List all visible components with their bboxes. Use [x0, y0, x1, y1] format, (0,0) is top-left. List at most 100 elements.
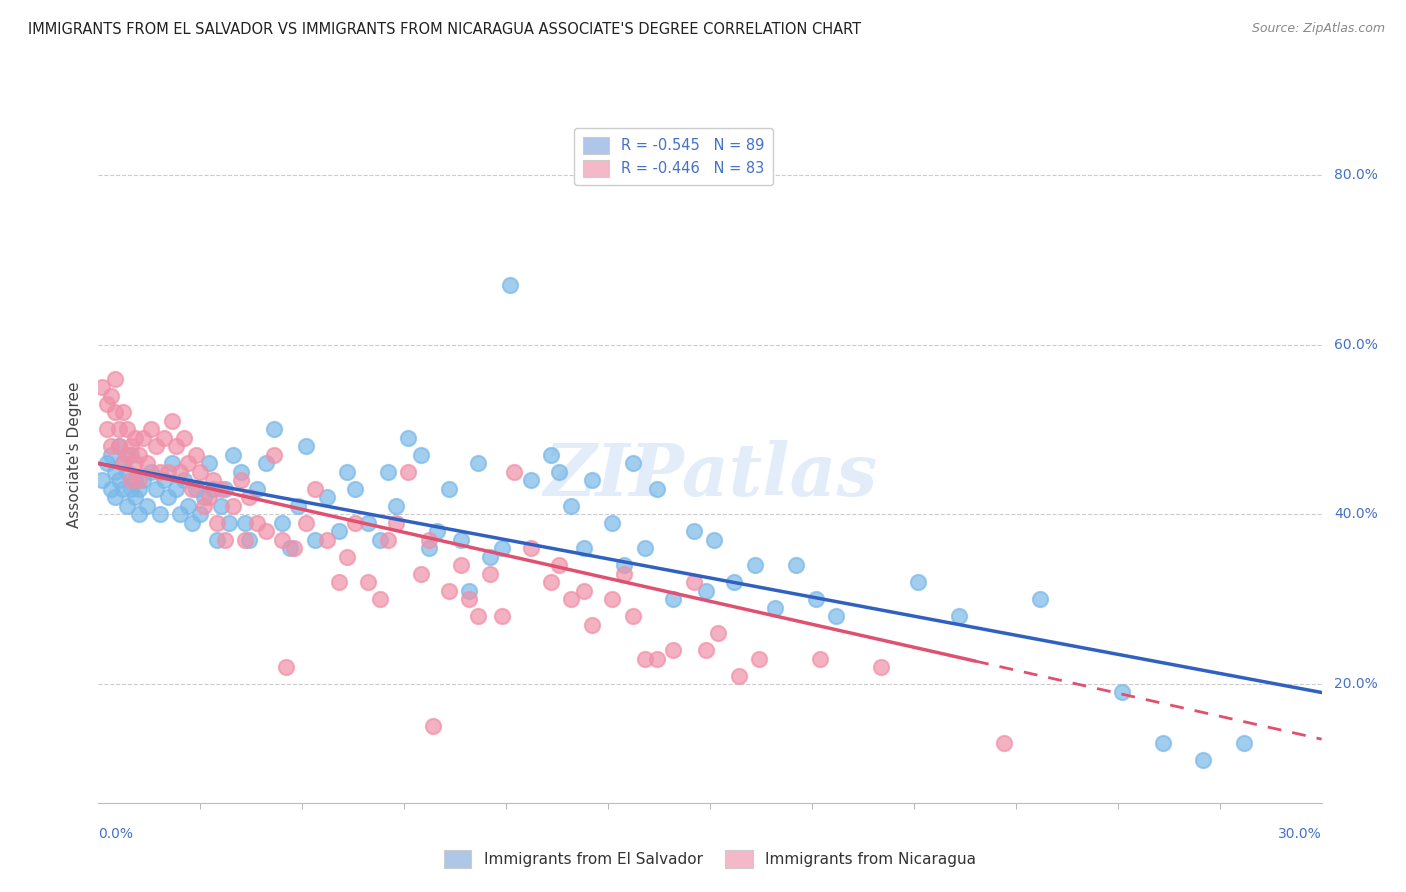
Point: [581, 474, 603, 488]
Point: [356, 516, 378, 530]
Point: [825, 609, 848, 624]
Point: [560, 592, 582, 607]
Point: [238, 491, 260, 505]
Point: [270, 516, 294, 530]
Point: [115, 465, 138, 479]
Point: [100, 439, 122, 453]
Point: [100, 388, 122, 402]
Point: [287, 499, 309, 513]
Point: [519, 541, 541, 556]
Point: [254, 524, 277, 539]
Point: [205, 533, 228, 547]
Point: [108, 422, 131, 436]
Text: 30.0%: 30.0%: [1278, 827, 1322, 841]
Point: [356, 575, 378, 590]
Point: [233, 516, 256, 530]
Point: [104, 465, 127, 479]
Point: [96, 422, 118, 436]
Point: [600, 592, 623, 607]
Point: [727, 668, 749, 682]
Point: [1233, 736, 1256, 750]
Point: [662, 643, 685, 657]
Point: [205, 516, 228, 530]
Point: [160, 414, 183, 428]
Point: [254, 457, 277, 471]
Point: [385, 499, 408, 513]
Point: [548, 465, 571, 479]
Point: [283, 541, 305, 556]
Point: [145, 482, 167, 496]
Point: [458, 583, 481, 598]
Point: [572, 583, 595, 598]
Point: [315, 533, 337, 547]
Point: [548, 558, 571, 573]
Point: [662, 592, 685, 607]
Point: [141, 465, 163, 479]
Point: [491, 541, 513, 556]
Point: [695, 583, 717, 598]
Point: [188, 508, 212, 522]
Text: 80.0%: 80.0%: [1334, 168, 1378, 182]
Point: [218, 516, 240, 530]
Point: [108, 474, 131, 488]
Point: [763, 600, 786, 615]
Point: [377, 465, 399, 479]
Point: [141, 422, 163, 436]
Point: [499, 278, 522, 293]
Point: [491, 609, 513, 624]
Point: [177, 499, 200, 513]
Point: [177, 457, 200, 471]
Point: [233, 533, 256, 547]
Point: [111, 482, 134, 496]
Point: [100, 482, 122, 496]
Point: [645, 651, 668, 665]
Point: [467, 609, 489, 624]
Point: [409, 566, 432, 581]
Point: [104, 405, 127, 419]
Point: [132, 431, 155, 445]
Point: [173, 474, 195, 488]
Point: [124, 491, 146, 505]
Text: 0.0%: 0.0%: [98, 827, 134, 841]
Point: [160, 457, 183, 471]
Point: [263, 422, 285, 436]
Point: [188, 465, 212, 479]
Point: [104, 371, 127, 385]
Text: 20.0%: 20.0%: [1334, 677, 1378, 691]
Point: [519, 474, 541, 488]
Point: [186, 448, 208, 462]
Point: [560, 499, 582, 513]
Point: [104, 491, 127, 505]
Point: [209, 482, 232, 496]
Point: [396, 431, 419, 445]
Point: [613, 566, 636, 581]
Point: [91, 380, 114, 394]
Point: [437, 482, 460, 496]
Point: [328, 575, 350, 590]
Point: [169, 465, 191, 479]
Point: [304, 533, 326, 547]
Point: [1111, 685, 1133, 699]
Point: [621, 609, 644, 624]
Point: [274, 660, 297, 674]
Point: [418, 541, 440, 556]
Point: [328, 524, 350, 539]
Point: [804, 592, 827, 607]
Point: [124, 457, 146, 471]
Point: [100, 448, 122, 462]
Point: [948, 609, 970, 624]
Point: [503, 465, 526, 479]
Point: [124, 474, 146, 488]
Point: [186, 482, 208, 496]
Point: [169, 508, 191, 522]
Point: [540, 448, 562, 462]
Point: [238, 533, 260, 547]
Point: [695, 643, 717, 657]
Point: [682, 524, 704, 539]
Point: [149, 508, 172, 522]
Point: [278, 541, 301, 556]
Point: [222, 499, 245, 513]
Point: [120, 448, 142, 462]
Point: [377, 533, 399, 547]
Point: [478, 549, 501, 564]
